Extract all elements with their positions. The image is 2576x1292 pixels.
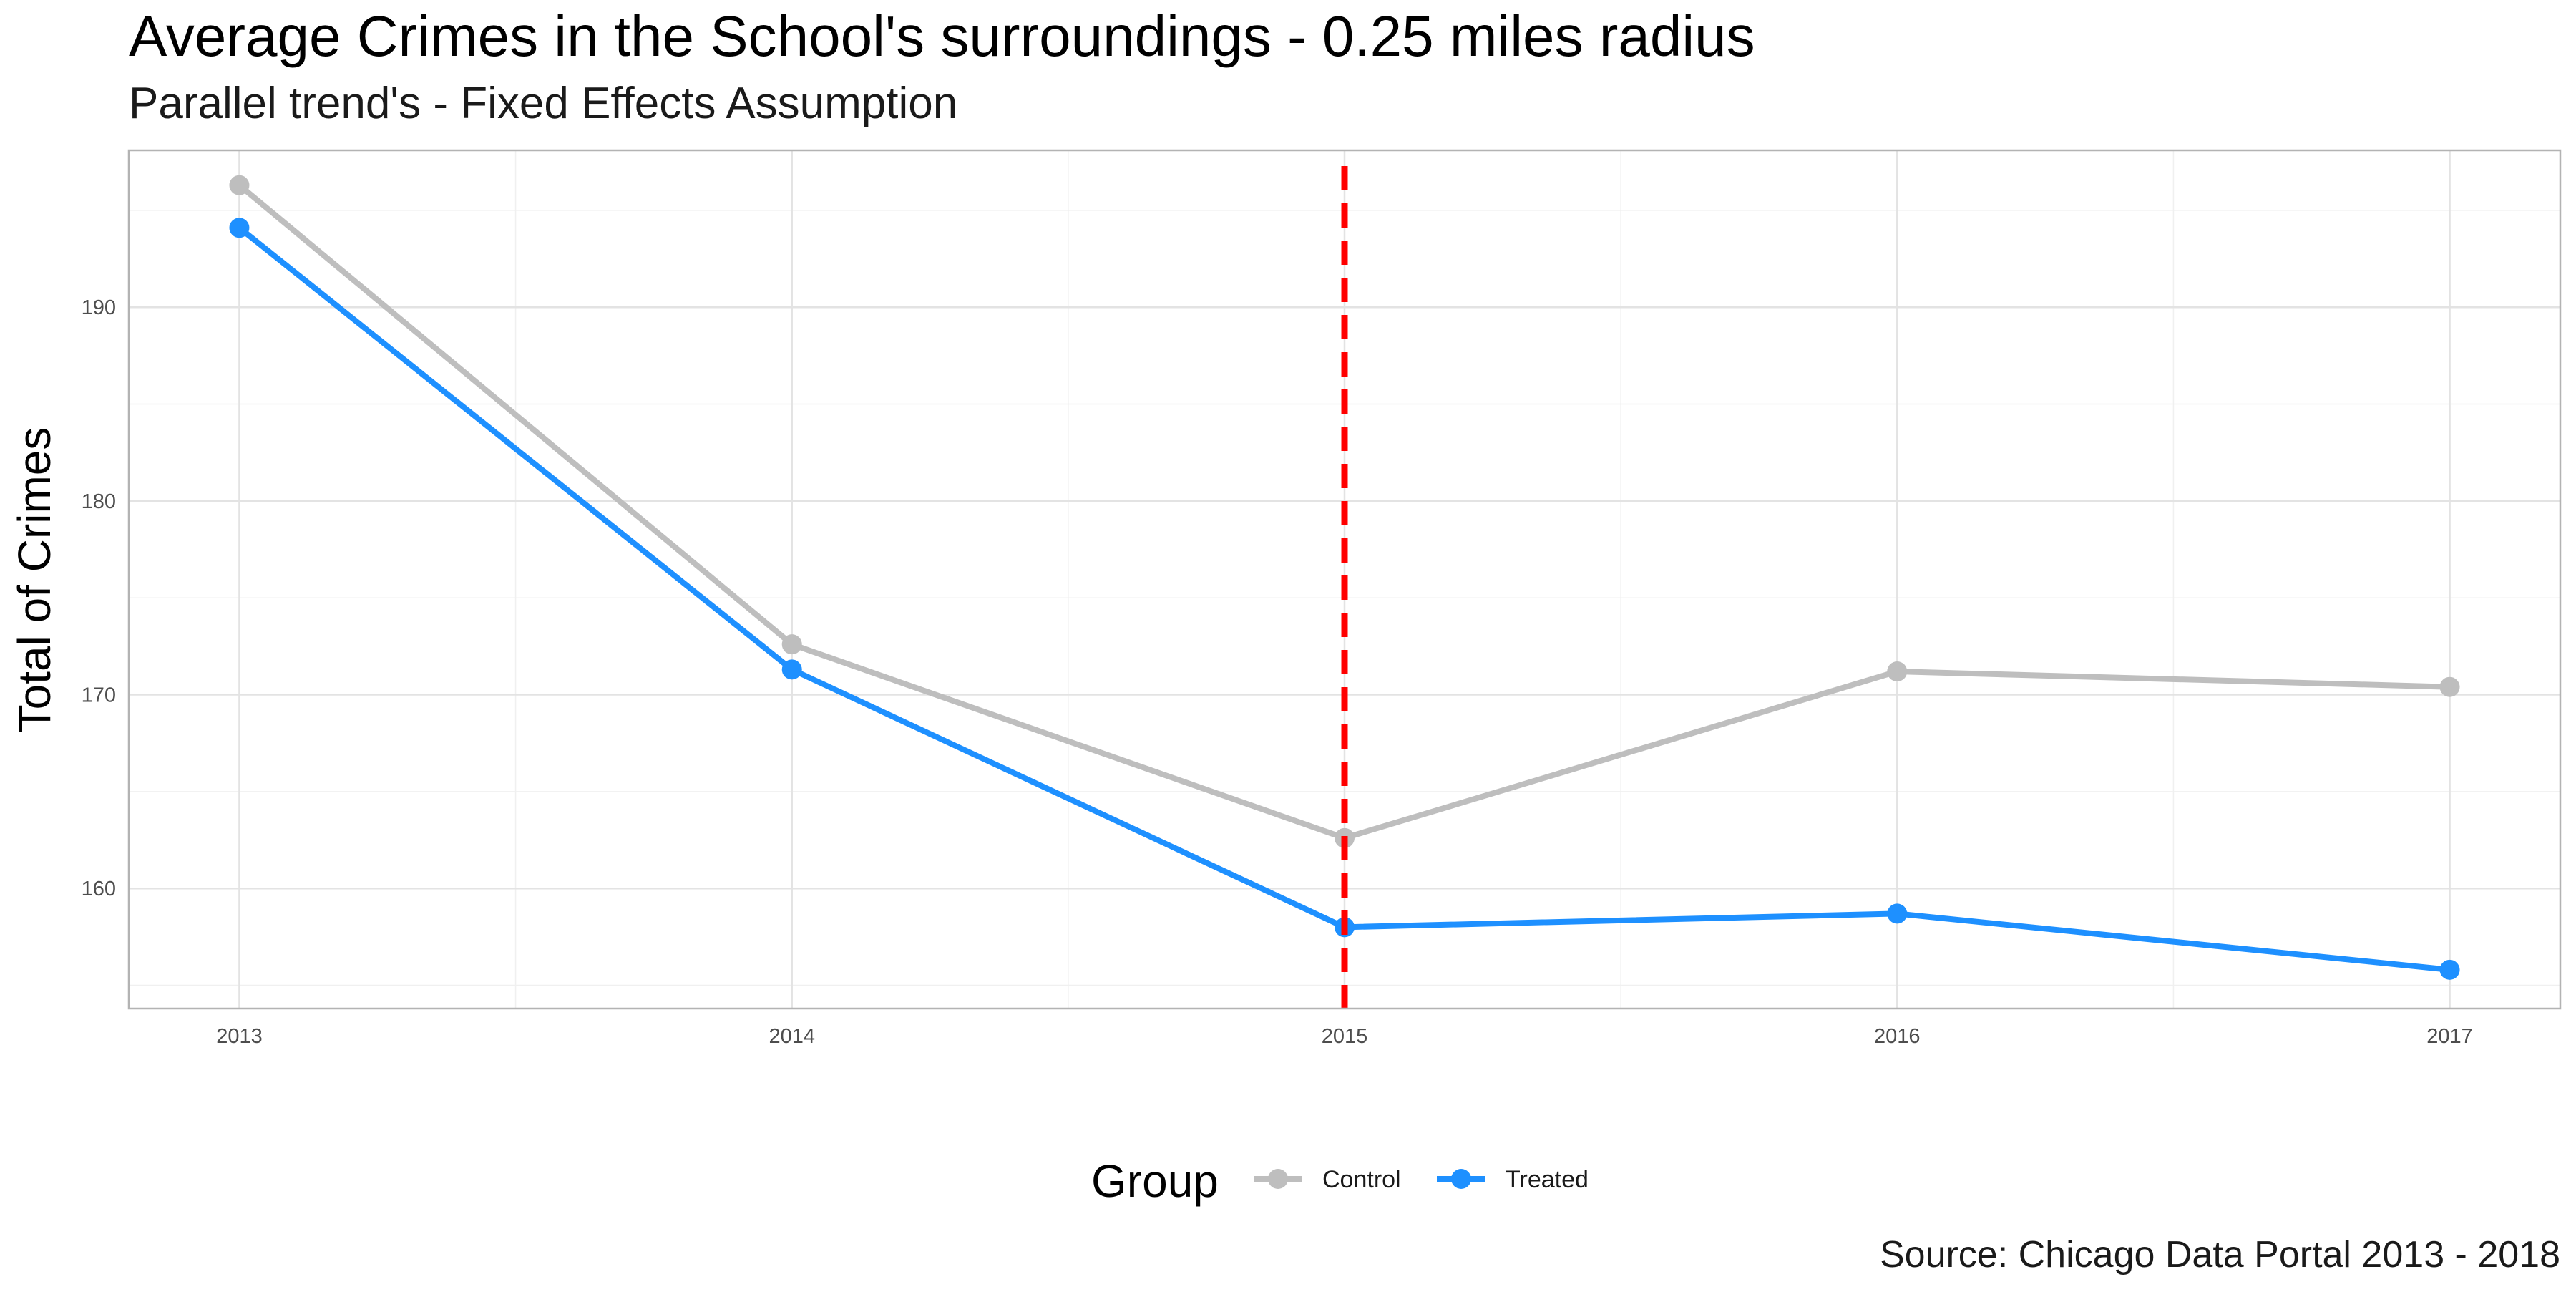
chart-subtitle: Parallel trend's - Fixed Effects Assumpt… xyxy=(129,79,957,128)
y-tick-label: 180 xyxy=(82,490,116,513)
x-tick-label: 2016 xyxy=(1874,1025,1921,1048)
series-layer xyxy=(229,166,2460,1011)
data-point-treated xyxy=(2439,959,2460,980)
y-tick-label: 160 xyxy=(82,878,116,900)
x-tick-label: 2015 xyxy=(1322,1025,1368,1048)
legend-label-control: Control xyxy=(1322,1166,1401,1193)
legend-key-point-control xyxy=(1268,1169,1288,1189)
data-point-control xyxy=(1887,661,1908,682)
data-point-control xyxy=(229,175,250,195)
data-point-control xyxy=(781,634,802,655)
data-point-treated xyxy=(229,218,250,238)
legend-key-point-treated xyxy=(1451,1169,1471,1189)
plot-border xyxy=(127,149,2562,1010)
data-point-treated xyxy=(1887,903,1908,924)
legend-label-treated: Treated xyxy=(1506,1166,1589,1193)
data-point-treated xyxy=(781,659,802,680)
data-point-control xyxy=(2439,676,2460,697)
x-tick-label: 2013 xyxy=(216,1025,263,1048)
legend-title: Group xyxy=(1091,1155,1219,1207)
y-axis-ticks: 160 170 180 190 xyxy=(82,296,116,900)
y-tick-label: 190 xyxy=(82,296,116,319)
chart-title: Average Crimes in the School's surroundi… xyxy=(129,4,1755,68)
chart-caption: Source: Chicago Data Portal 2013 - 2018 xyxy=(1880,1234,2560,1276)
legend: Group Control Treated xyxy=(1091,1155,1589,1207)
x-tick-label: 2017 xyxy=(2426,1025,2473,1048)
x-tick-label: 2014 xyxy=(769,1025,815,1048)
y-tick-label: 170 xyxy=(82,684,116,707)
x-axis-ticks: 2013 2014 2015 2016 2017 xyxy=(216,1025,2473,1048)
y-axis-title: Total of Crimes xyxy=(9,427,60,733)
